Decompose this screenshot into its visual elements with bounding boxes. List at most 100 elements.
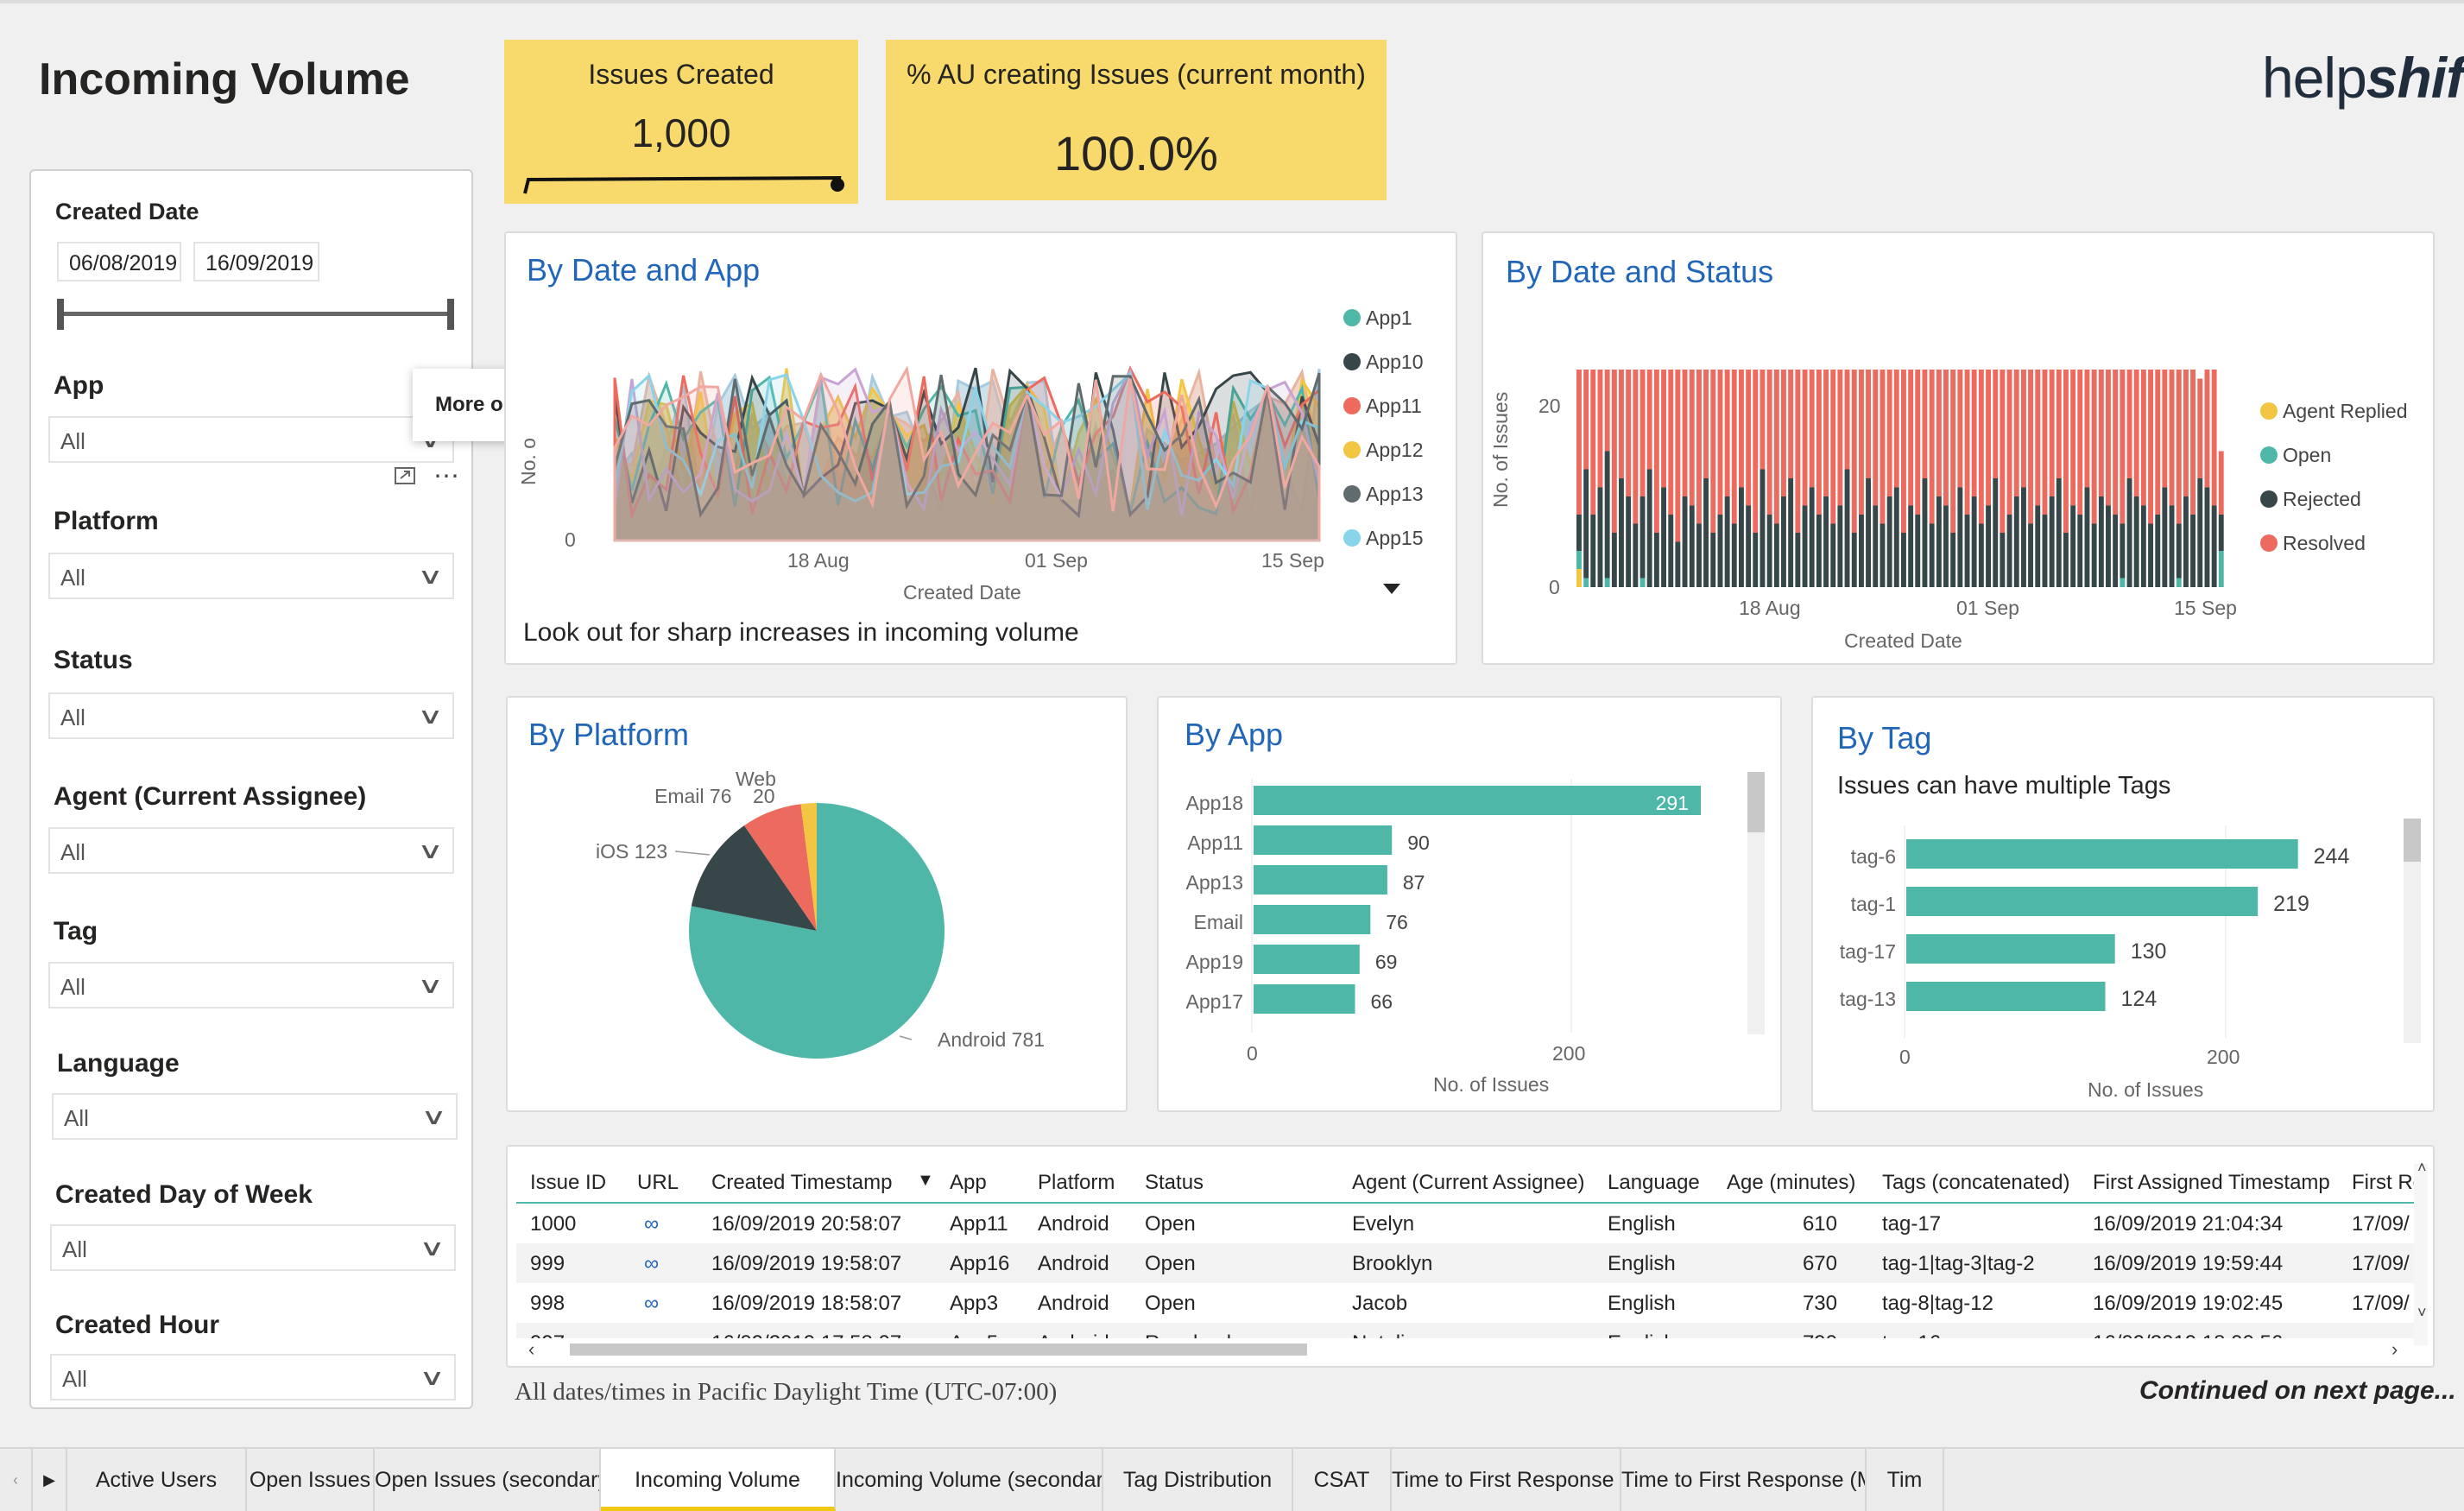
bar-segment-rejected[interactable] [1915,515,1921,587]
bar-segment-rejected[interactable] [1795,533,1801,587]
bar-segment-rejected[interactable] [1830,523,1836,588]
bar-segment-rejected[interactable] [1583,469,1589,578]
bar-segment-resolved[interactable] [2126,370,2132,478]
bar-segment-resolved[interactable] [2049,370,2055,496]
bar-segment-resolved[interactable] [1689,370,1695,506]
bar-segment-rejected[interactable] [2013,496,2019,587]
bar-segment-resolved[interactable] [2042,370,2048,515]
bar-segment-rejected[interactable] [2049,496,2055,587]
bar-segment-rejected[interactable] [1908,505,1914,588]
bar-segment-resolved[interactable] [1795,370,1801,533]
col-header-age[interactable]: Age (minutes) [1727,1171,1856,1194]
col-header-issue-id[interactable]: Issue ID [530,1171,607,1194]
bar-segment-resolved[interactable] [2113,370,2119,515]
pie-slice-ios[interactable] [691,825,817,931]
bar-segment-rejected[interactable] [1971,496,1977,587]
bar-segment-rejected[interactable] [1731,523,1737,588]
scrollbar-track[interactable] [2404,819,2421,1043]
bar-segment-resolved[interactable] [2176,370,2182,524]
sort-desc-icon[interactable]: ▼ [917,1171,934,1190]
bar-segment-rejected[interactable] [1653,533,1659,587]
tab-active-users[interactable]: Active Users [67,1449,247,1511]
bar-segment-rejected[interactable] [1661,487,1666,588]
bar-segment-resolved[interactable] [1633,370,1639,524]
bar-segment-resolved[interactable] [2169,370,2175,506]
start-date-input[interactable]: 06/08/2019 [57,242,181,281]
bar-segment-rejected[interactable] [2183,496,2189,587]
bar[interactable] [1906,887,2259,916]
bar-segment-resolved[interactable] [1773,370,1779,524]
bar-segment-rejected[interactable] [1788,478,1794,587]
bar-segment-rejected[interactable] [2077,515,2083,587]
bar-segment-resolved[interactable] [1746,370,1752,506]
bar-segment-rejected[interactable] [1773,523,1779,588]
bar-segment-resolved[interactable] [1929,370,1935,524]
bar-segment-resolved[interactable] [1661,370,1666,488]
bar-segment-rejected[interactable] [2021,487,2026,588]
bar-segment-rejected[interactable] [1922,478,1928,587]
col-header-first-response[interactable]: First Re [2352,1171,2424,1194]
bar-segment-rejected[interactable] [1597,487,1603,588]
col-header-app[interactable]: App [950,1171,987,1194]
bar-segment-resolved[interactable] [1978,370,1984,524]
legend-label[interactable]: App12 [1366,439,1424,461]
bar-segment-resolved[interactable] [2148,370,2153,524]
bar-segment-resolved[interactable] [1668,370,1674,515]
tab-scroll-right-icon[interactable]: ▶ [33,1449,67,1511]
bar-segment-resolved[interactable] [1640,370,1646,496]
scroll-left-icon[interactable]: ‹ [528,1338,535,1360]
bar-segment-resolved[interactable] [1957,370,1963,488]
bar-segment-resolved[interactable] [1837,370,1843,506]
bar-segment-resolved[interactable] [1597,370,1603,488]
bar-segment-resolved[interactable] [1590,370,1596,515]
bar-segment-resolved[interactable] [1964,370,1970,515]
bar[interactable] [1254,945,1360,974]
app-filter-dropdown[interactable]: All∨ [48,416,454,463]
bar-segment-agent-replied[interactable] [1576,569,1582,587]
bar-segment-rejected[interactable] [2211,505,2217,588]
col-header-language[interactable]: Language [1608,1171,1700,1194]
scroll-right-icon[interactable]: › [2391,1338,2398,1360]
bar[interactable] [1254,865,1387,895]
bar-segment-rejected[interactable] [1746,505,1752,588]
bar-segment-resolved[interactable] [1576,370,1582,515]
legend-label[interactable]: App1 [1366,307,1412,329]
bar-segment-rejected[interactable] [1781,496,1786,587]
bar-segment-resolved[interactable] [2077,370,2083,515]
bar[interactable] [1254,825,1393,855]
bar-segment-resolved[interactable] [1802,370,1808,506]
link-icon[interactable]: ∞ [644,1292,660,1315]
scrollbar-thumb[interactable] [1747,772,1765,832]
table-row[interactable]: 998 16/09/2019 18:58:07 App3 Android Open Jac… [516,1283,2414,1324]
legend-label[interactable]: Open [2283,444,2331,466]
bar-segment-resolved[interactable] [1724,370,1730,496]
pie-slice-android[interactable] [689,803,945,1059]
bar-segment-rejected[interactable] [2126,478,2132,587]
bar-segment-resolved[interactable] [2084,370,2090,488]
bar[interactable] [1906,839,2298,869]
hour-filter-dropdown[interactable]: All ∨ [50,1354,456,1400]
bar-segment-rejected[interactable] [1943,505,1949,588]
bar-segment-rejected[interactable] [2140,505,2146,588]
bar-segment-resolved[interactable] [2106,370,2111,506]
end-date-input[interactable]: 16/09/2019 [193,242,319,281]
bar-segment-resolved[interactable] [1696,370,1702,524]
tab-scroll-left-icon[interactable]: ‹ [0,1449,33,1511]
bar-segment-resolved[interactable] [1753,370,1759,533]
bar-segment-rejected[interactable] [1646,469,1652,588]
focus-mode-icon[interactable] [394,465,418,487]
bar-segment-resolved[interactable] [2028,370,2033,524]
bar-segment-resolved[interactable] [1851,370,1857,533]
bar-segment-resolved[interactable] [2035,370,2041,506]
bar-segment-rejected[interactable] [1950,533,1956,587]
bar-segment-rejected[interactable] [2120,523,2126,578]
bar-segment-resolved[interactable] [1993,370,1999,478]
horizontal-scrollbar-thumb[interactable] [570,1343,1307,1356]
bar-segment-resolved[interactable] [1760,370,1766,470]
bar-segment-rejected[interactable] [1724,496,1730,587]
bar-segment-rejected[interactable] [2000,533,2006,587]
bar-segment-rejected[interactable] [1901,533,1906,587]
bar-segment-resolved[interactable] [1943,370,1949,506]
bar-segment-resolved[interactable] [1809,370,1815,488]
tab-csat[interactable]: CSAT [1293,1449,1392,1511]
